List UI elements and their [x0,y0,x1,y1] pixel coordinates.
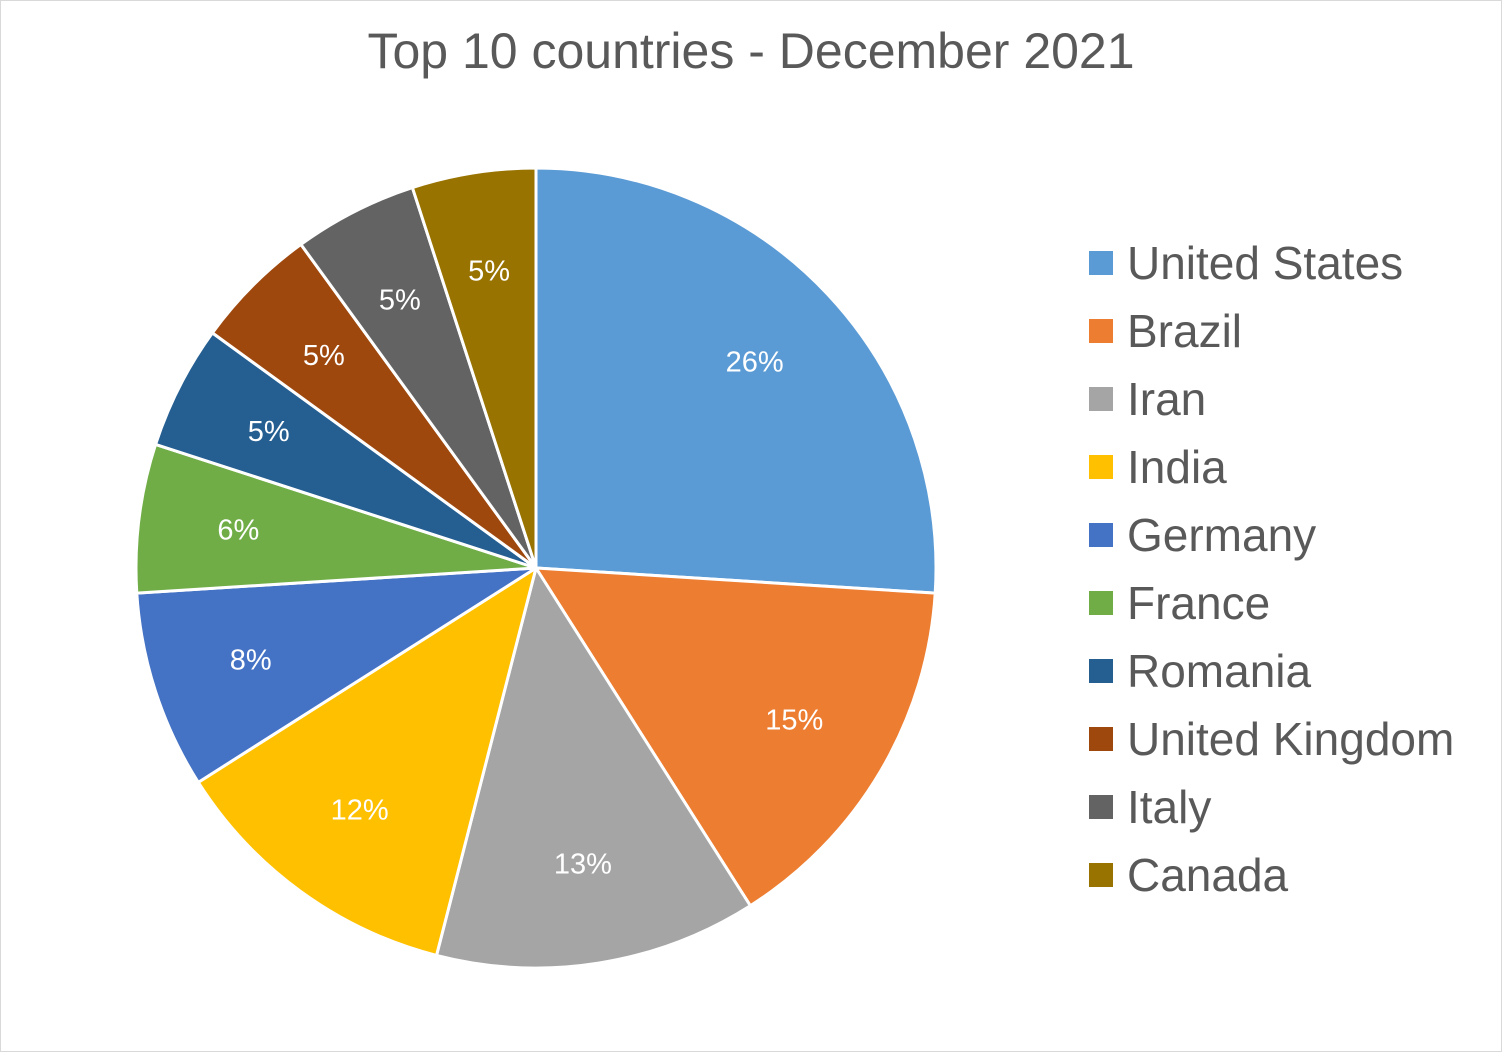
data-label-france: 6% [217,514,259,546]
pie-slice-germany [135,566,538,784]
legend-swatch [1089,795,1113,819]
legend: United States Brazil Iran India Germany Franc… [1089,229,1454,909]
legend-item-canada: Canada [1089,841,1454,909]
legend-label: Germany [1127,509,1317,561]
legend-item-italy: Italy [1089,773,1454,841]
data-label-united-kingdom: 5% [303,340,345,372]
legend-item-united-states: United States [1089,229,1454,297]
pie-slice-brazil [534,566,937,908]
data-label-brazil: 15% [765,705,823,737]
data-label-germany: 8% [230,645,272,677]
legend-label: India [1127,441,1227,493]
legend-item-germany: Germany [1089,501,1454,569]
legend-swatch [1089,523,1113,547]
legend-label: Canada [1127,849,1289,901]
legend-swatch [1089,455,1113,479]
pie-slice-france [134,442,538,595]
pie-slice-india [196,566,538,957]
legend-swatch [1089,251,1113,275]
legend-swatch [1089,387,1113,411]
legend-label: Romania [1127,645,1312,697]
legend-label: France [1127,577,1271,629]
pie-slice-united-states [534,166,938,595]
legend-item-united-kingdom: United Kingdom [1089,705,1454,773]
legend-swatch [1089,863,1113,887]
data-label-united-states: 26% [726,347,784,379]
legend-label: United Kingdom [1127,713,1455,765]
legend-item-brazil: Brazil [1089,297,1454,365]
legend-label: Iran [1127,373,1207,425]
data-label-italy: 5% [379,285,421,317]
chart-title: Top 10 countries - December 2021 [367,23,1135,79]
data-label-romania: 5% [248,416,290,448]
legend-item-india: India [1089,433,1454,501]
data-label-india: 12% [331,795,389,827]
legend-label: Italy [1127,781,1212,833]
legend-swatch [1089,659,1113,683]
data-label-canada: 5% [468,256,510,288]
pie-slice-iran [435,566,752,970]
legend-swatch [1089,591,1113,615]
legend-swatch [1089,727,1113,751]
data-label-iran: 13% [554,848,612,880]
legend-swatch [1089,319,1113,343]
legend-item-romania: Romania [1089,637,1454,705]
legend-label: Brazil [1127,305,1243,357]
legend-label: United States [1127,237,1404,289]
legend-item-iran: Iran [1089,365,1454,433]
legend-item-france: France [1089,569,1454,637]
pie-slice-canada [410,166,538,570]
